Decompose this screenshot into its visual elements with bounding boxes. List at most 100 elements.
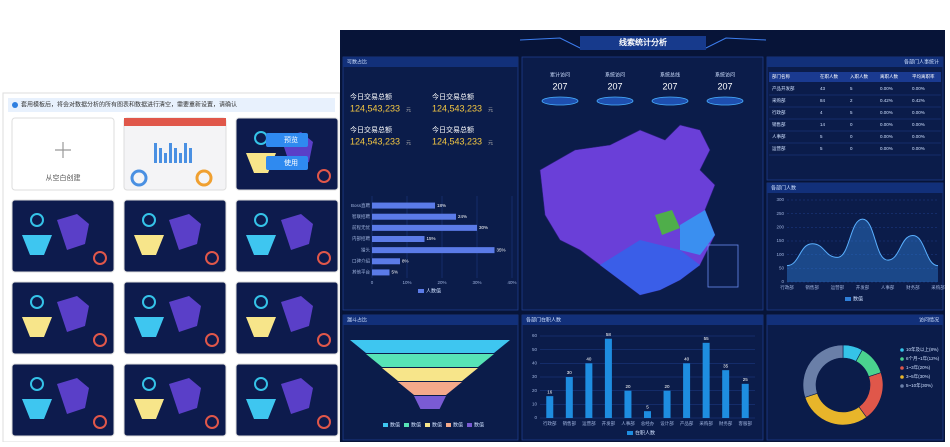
- use-button[interactable]: [266, 156, 308, 170]
- thumb-bar: [174, 148, 177, 163]
- stat-value: 207: [717, 81, 732, 91]
- x-tick-label: 运营部: [582, 420, 596, 427]
- legend-swatch: [383, 423, 388, 427]
- thumb-donut: [317, 415, 331, 429]
- y-tick-label: 300: [776, 197, 784, 202]
- value-label: 5: [646, 404, 649, 409]
- x-tick-label: 开发部: [602, 420, 616, 427]
- table-cell: 0.00%: [912, 86, 925, 91]
- x-tick-label: 10%: [402, 280, 411, 285]
- kpi-unit: 元: [488, 107, 493, 113]
- legend-label: 6个月~1年(12%): [906, 355, 940, 362]
- panel-title: 漏斗占比: [347, 316, 367, 323]
- map-east: [680, 210, 715, 255]
- x-tick-label: 运营部: [831, 284, 845, 291]
- table-cell: 销售部: [772, 121, 786, 128]
- x-tick-label: 开发部: [856, 284, 870, 291]
- table-cell: 0.00%: [880, 86, 893, 91]
- bar: [663, 390, 671, 418]
- x-tick-label: 行政部: [780, 284, 794, 291]
- value-label: 40: [684, 357, 690, 362]
- bar: [644, 411, 651, 418]
- thumb-shape: [169, 296, 201, 332]
- funnel-segment: [366, 354, 494, 367]
- table-cell: 5: [850, 110, 853, 115]
- bar: [722, 370, 730, 418]
- bar: [741, 383, 749, 418]
- thumb-shape: [281, 378, 313, 414]
- thumb-funnel: [134, 399, 164, 419]
- panel-header: [343, 315, 518, 325]
- legend-label: 10年及以上(8%): [906, 346, 939, 353]
- thumb-donut: [205, 333, 219, 347]
- stat-value: 207: [552, 81, 567, 91]
- x-tick-label: 采购部: [931, 284, 945, 291]
- y-tick-label: 20: [532, 388, 538, 393]
- blank-label: 从空白创建: [46, 173, 81, 182]
- y-tick-label: 猎头: [361, 246, 370, 253]
- stat-value: 207: [607, 81, 622, 91]
- legend-dot: [900, 366, 904, 370]
- map-south: [600, 240, 700, 295]
- stat-pedestal: [706, 96, 744, 106]
- y-tick-label: 10: [532, 402, 538, 407]
- thumb-shape: [169, 378, 201, 414]
- thumb-funnel: [22, 235, 52, 255]
- x-tick-label: 财务部: [906, 284, 920, 291]
- table-cell: 运营部: [772, 145, 786, 152]
- preview-button[interactable]: [266, 133, 308, 147]
- value-label: 25: [743, 377, 749, 382]
- x-tick-label: 总经办: [641, 420, 655, 427]
- value-label: 35: [723, 363, 729, 368]
- table-cell: 行政部: [772, 109, 786, 116]
- kpi-label: 今日交易总额: [350, 125, 392, 134]
- x-tick-label: 行政部: [543, 420, 557, 427]
- table-cell: 2: [850, 98, 853, 103]
- value-label: 15%: [427, 236, 436, 241]
- kpi-unit: 元: [406, 107, 411, 113]
- thumb-donut: [93, 415, 107, 429]
- x-tick-label: 40%: [507, 280, 516, 285]
- thumb-bar: [184, 143, 187, 163]
- table-cell: 0.00%: [880, 146, 893, 151]
- map-highlight: [655, 210, 680, 235]
- stat-label: 系统访问: [715, 71, 735, 78]
- bar: [702, 342, 710, 418]
- panel-title: 可数占比: [347, 58, 367, 65]
- y-tick-label: 50: [532, 347, 538, 352]
- panel-header: [767, 315, 943, 325]
- bar: [565, 377, 573, 418]
- dashboard-title: 线索统计分析: [619, 37, 667, 47]
- legend-swatch: [446, 423, 451, 427]
- preview-text: 预览: [284, 135, 298, 144]
- x-tick-label: 人事部: [621, 420, 635, 427]
- bar: [372, 213, 456, 220]
- kpi-label: 今日交易总额: [350, 92, 392, 101]
- legend-swatch: [845, 297, 851, 301]
- bar: [585, 363, 593, 418]
- legend-label: 3~5年(30%): [906, 373, 931, 380]
- legend-label: 人数值: [426, 287, 441, 294]
- y-tick-label: 50: [779, 266, 785, 271]
- thumb-shape: [281, 296, 313, 332]
- value-label: 18%: [437, 203, 446, 208]
- legend-dot: [900, 375, 904, 379]
- table-cell: 0.00%: [912, 110, 925, 115]
- bar: [604, 338, 612, 418]
- kpi-value: 124,543,233: [350, 136, 400, 146]
- table-cell: 5: [820, 134, 823, 139]
- panel-header: [343, 57, 518, 67]
- thumb-donut: [142, 377, 156, 391]
- legend-swatch: [425, 423, 430, 427]
- y-tick-label: 内部招聘: [352, 235, 370, 242]
- y-tick-label: Boss直聘: [351, 202, 371, 209]
- funnel-segment: [398, 382, 462, 395]
- table-header-cell: 离职人数: [880, 73, 898, 80]
- table-cell: 0: [850, 122, 853, 127]
- bar: [624, 390, 632, 418]
- table-cell: 84: [820, 98, 826, 103]
- bar: [372, 202, 435, 209]
- table-cell: 5: [820, 146, 823, 151]
- bar: [372, 258, 400, 265]
